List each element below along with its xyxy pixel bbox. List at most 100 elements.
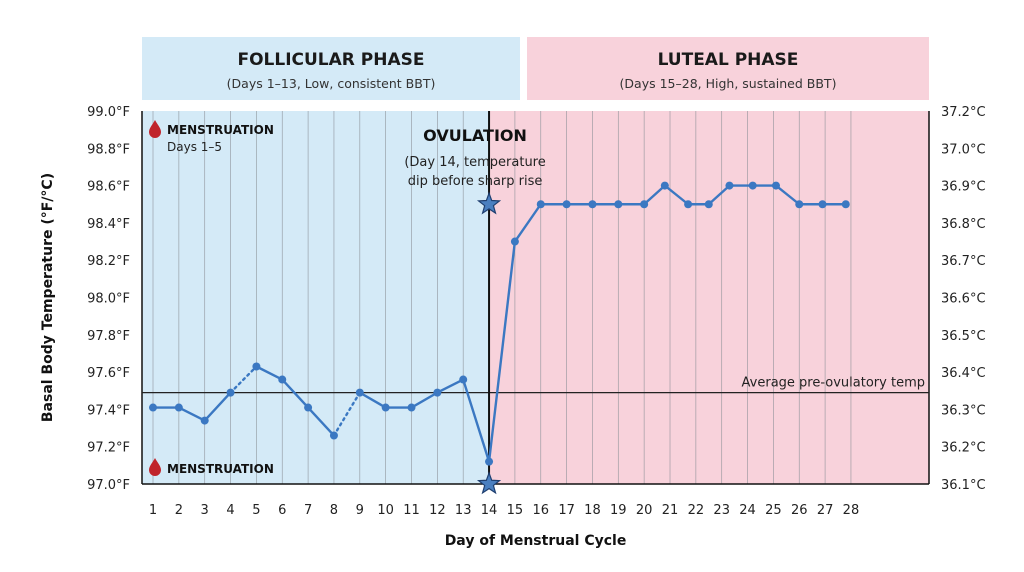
data-point <box>329 431 338 440</box>
data-point <box>818 200 827 209</box>
y-tick-label-left: 97.0°F <box>87 478 130 493</box>
series-segment <box>332 391 361 437</box>
x-tick-label: 25 <box>765 503 782 518</box>
y-tick-label-right: 36.8°C <box>941 217 986 232</box>
x-tick-label: 28 <box>843 503 860 518</box>
y-tick-label-left: 98.4°F <box>87 217 130 232</box>
data-point <box>381 403 390 412</box>
x-tick-label: 8 <box>330 503 338 518</box>
y-tick-label-left: 98.6°F <box>87 180 130 195</box>
series-segment <box>281 378 310 409</box>
luteal-phase-header <box>527 37 929 100</box>
x-tick-label: 1 <box>149 503 157 518</box>
x-tick-label: 2 <box>175 503 183 518</box>
x-tick-label: 20 <box>636 503 653 518</box>
x-tick-label: 17 <box>558 503 575 518</box>
series-segment <box>487 240 517 463</box>
data-point <box>725 181 734 190</box>
axes <box>141 111 930 485</box>
x-tick-label: 21 <box>662 503 679 518</box>
data-point <box>485 457 494 466</box>
average-temperature-label: Average pre-ovulatory temp <box>742 376 925 391</box>
x-tick-label: 23 <box>713 503 730 518</box>
follicular-phase-background <box>142 111 490 484</box>
x-tick-label: 22 <box>688 503 705 518</box>
x-tick-label: 10 <box>377 503 394 518</box>
series-segment <box>203 391 232 422</box>
luteal-phase-title: LUTEAL PHASE <box>658 50 799 70</box>
luteal-phase-background <box>489 111 929 484</box>
y-tick-label-right: 36.1°C <box>941 478 986 493</box>
menstruation-label-bottom: MENSTRUATION <box>167 462 274 476</box>
y-tick-label-left: 98.8°F <box>87 142 130 157</box>
x-tick-label: 3 <box>201 503 209 518</box>
blood-drop-icon <box>149 458 161 476</box>
x-tick-label: 19 <box>610 503 627 518</box>
star-icon <box>476 191 502 215</box>
star-icon <box>476 471 502 495</box>
y-tick-label-right: 36.7°C <box>941 254 986 269</box>
data-point <box>841 200 850 209</box>
x-tick-label: 11 <box>403 503 420 518</box>
data-point <box>562 200 571 209</box>
y-tick-label-right: 36.9°C <box>941 180 986 195</box>
series-segment <box>663 184 690 206</box>
x-tick-label: 9 <box>356 503 364 518</box>
data-point <box>536 200 545 209</box>
data-point <box>355 388 364 397</box>
x-tick-label: 14 <box>481 503 498 518</box>
data-point <box>407 403 416 412</box>
data-point <box>226 388 235 397</box>
y-tick-label-right: 36.3°C <box>941 403 986 418</box>
y-tick-labels-left: 97.0°F 97.2°F 97.4°F 97.6°F 97.8°F 98.0°F 98.2… <box>87 105 130 493</box>
bbt-series <box>149 181 850 466</box>
x-tick-label: 7 <box>304 503 312 518</box>
x-tick-label: 13 <box>455 503 472 518</box>
x-tick-label: 27 <box>817 503 834 518</box>
x-tick-label: 18 <box>584 503 601 518</box>
data-point <box>795 200 804 209</box>
y-tick-labels-right: 36.1°C 36.2°C 36.3°C 36.4°C 36.5°C 36.6°C 36.7… <box>941 105 986 493</box>
data-point <box>748 181 757 190</box>
menstruation-label-top: MENSTRUATION <box>167 123 274 137</box>
y-tick-label-left: 97.8°F <box>87 329 130 344</box>
data-point <box>149 403 157 412</box>
data-point <box>614 200 623 209</box>
series-segment <box>642 184 667 206</box>
data-point <box>200 416 209 425</box>
series-segment <box>410 391 439 409</box>
data-point <box>278 375 287 384</box>
y-tick-label-right: 37.2°C <box>941 105 986 120</box>
series-segment <box>436 378 465 394</box>
x-tick-label: 24 <box>739 503 756 518</box>
series-segment <box>774 184 801 206</box>
luteal-phase-subtitle: (Days 15–28, High, sustained BBT) <box>620 76 837 91</box>
y-axis-title: Basal Body Temperature (°F/°C) <box>40 173 56 422</box>
data-point <box>640 200 649 209</box>
series-segment <box>255 365 284 381</box>
series-segment <box>177 406 206 422</box>
data-point <box>704 200 713 209</box>
data-point <box>433 388 442 397</box>
follicular-phase-subtitle: (Days 1–13, Low, consistent BBT) <box>227 76 436 91</box>
y-tick-label-left: 98.0°F <box>87 292 130 307</box>
x-tick-label: 12 <box>429 503 446 518</box>
series-segment <box>229 365 258 394</box>
x-tick-label: 26 <box>791 503 808 518</box>
series-segment <box>462 378 491 463</box>
x-tick-label: 16 <box>532 503 549 518</box>
ovulation-note-line1: (Day 14, temperature <box>404 155 545 170</box>
data-point <box>304 403 313 412</box>
y-tick-label-left: 97.2°F <box>87 441 130 456</box>
data-point <box>510 237 519 246</box>
data-point <box>174 403 183 412</box>
series-segment <box>358 391 387 409</box>
ovulation-title: OVULATION <box>423 126 527 145</box>
series-segment <box>306 406 336 437</box>
data-point <box>771 181 780 190</box>
y-tick-label-right: 37.0°C <box>941 142 986 157</box>
y-tick-label-right: 36.5°C <box>941 329 986 344</box>
y-tick-label-left: 99.0°F <box>87 105 130 120</box>
y-tick-label-right: 36.2°C <box>941 441 986 456</box>
data-point <box>684 200 693 209</box>
